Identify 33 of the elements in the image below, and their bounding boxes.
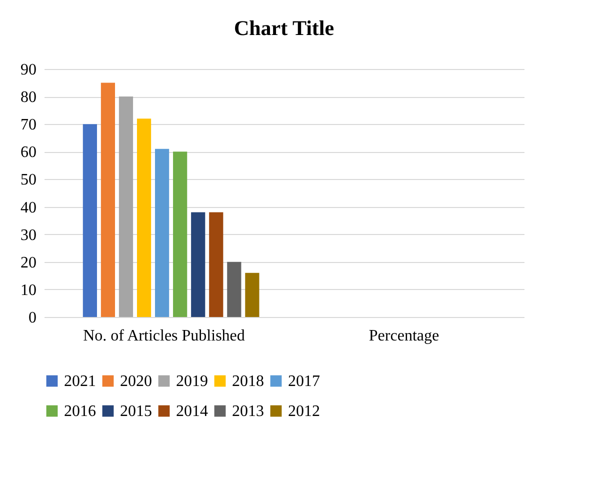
y-tick-label: 40	[20, 199, 36, 216]
legend-label: 2017	[288, 373, 320, 390]
legend-label: 2016	[64, 403, 96, 420]
legend-label: 2019	[176, 373, 208, 390]
legend-label: 2021	[64, 373, 96, 390]
legend-label: 2012	[288, 403, 320, 420]
y-tick-label: 80	[20, 89, 36, 106]
legend-label: 2018	[232, 373, 264, 390]
y-tick-label: 0	[28, 310, 36, 326]
x-tick-label: No. of Articles Published	[83, 328, 245, 344]
bar	[136, 118, 152, 317]
bar	[173, 152, 188, 317]
y-tick-label: 20	[20, 254, 36, 272]
y-tick-label: 30	[20, 226, 36, 244]
y-tick-label: 50	[20, 172, 36, 189]
bar	[245, 272, 260, 317]
bar	[209, 212, 224, 317]
bar	[155, 148, 170, 317]
bar	[82, 124, 97, 317]
bar	[118, 96, 134, 317]
legend-label: 2013	[232, 403, 264, 420]
chart-title: Chart Title	[234, 16, 334, 40]
bar	[100, 82, 116, 317]
legend-label: 2020	[120, 373, 152, 390]
bar	[191, 212, 206, 317]
bar	[227, 262, 242, 317]
legend-label: 2015	[120, 403, 152, 420]
y-tick-label: 70	[20, 116, 36, 134]
y-tick-label: 60	[20, 144, 36, 162]
x-tick-label: Percentage	[368, 328, 440, 344]
legend-label: 2014	[176, 403, 208, 420]
y-tick-label: 10	[20, 282, 36, 299]
y-tick-label: 90	[20, 62, 36, 78]
